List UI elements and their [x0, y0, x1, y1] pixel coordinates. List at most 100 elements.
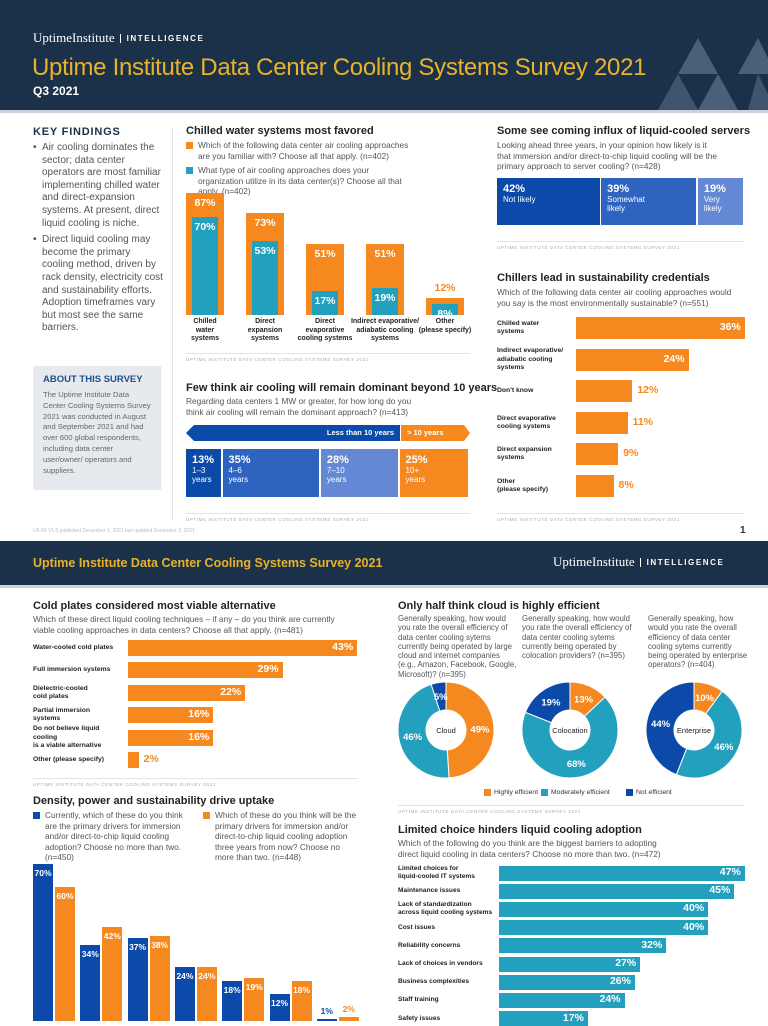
data-label: 19%: [245, 982, 263, 993]
category-label: Chilled water systems: [497, 319, 540, 335]
legend-text: Moderately efficient: [551, 789, 610, 796]
slice-label: 5%: [434, 692, 448, 703]
category-label: Direct expansion systems: [247, 318, 283, 342]
data-label: 22%: [220, 685, 242, 698]
legend-item: What type of air cooling approaches does…: [186, 165, 416, 197]
data-label: 37%: [129, 942, 147, 953]
bar-current: [127, 938, 148, 1021]
category-label: Don't know: [497, 387, 534, 395]
bar-current: [269, 994, 290, 1021]
data-label: 27%: [615, 957, 637, 969]
bar: [576, 475, 614, 497]
uptime-logo: UptimeInstitute INTELLIGENCE: [553, 554, 725, 570]
data-label: 34%: [81, 948, 99, 959]
bar: [128, 684, 246, 701]
footer-published: UII-56 V1.0 published December 3, 2021 l…: [33, 528, 195, 534]
source-label: UPTIME INSTITUTE DATA CENTER COOLING SYS…: [186, 353, 470, 362]
segment-label: 4–6 years: [228, 466, 249, 484]
bar-utilized: [192, 217, 218, 315]
segment: 28% 7–10 years: [320, 449, 399, 497]
segment-value: 35%: [228, 454, 251, 466]
timeline-arrow: [186, 425, 470, 441]
bar-utilized: [312, 291, 338, 315]
legend-text: Not efficient: [636, 789, 672, 796]
data-label: 1%: [320, 1005, 333, 1016]
header-divider: [0, 585, 768, 588]
bar: [128, 707, 214, 724]
chart-subtitle: Which of the following do you think are …: [398, 838, 661, 859]
column-divider: [172, 128, 173, 520]
legend-item: Not efficient: [626, 789, 672, 796]
data-label: 2%: [342, 1003, 355, 1014]
segment-label: Very likely: [703, 195, 722, 213]
arrow-label-less: Less than 10 years: [326, 428, 394, 437]
bar-future: [291, 980, 312, 1021]
category-label: Limited choices for liquid-cooled IT sys…: [398, 865, 475, 880]
donut-center-label: Cloud: [436, 726, 456, 735]
bar: [576, 348, 689, 371]
data-label-utilized: 19%: [374, 292, 396, 305]
donut-slice: [397, 683, 450, 779]
arrow-less-than-10: [186, 425, 400, 441]
segment-value: 13%: [192, 454, 215, 466]
bar: [499, 938, 667, 954]
header-divider: [0, 110, 768, 113]
data-label: 24%: [198, 971, 216, 982]
slice-label: 44%: [651, 719, 671, 730]
data-label: 17%: [562, 1011, 584, 1024]
segment-value: 19%: [703, 183, 726, 195]
data-label: 36%: [719, 321, 741, 333]
key-finding-item: • Direct liquid cooling may become the pr…: [33, 234, 163, 334]
data-label-utilized: 17%: [314, 295, 336, 308]
data-label: 42%: [103, 930, 121, 941]
bar: [499, 992, 625, 1008]
data-label: 18%: [292, 984, 310, 995]
legend-item: Currently, which of these do you think a…: [33, 810, 193, 863]
slice-label: 10%: [695, 693, 715, 704]
category-label: Reliability concerns: [398, 941, 461, 949]
bar-future: [55, 886, 75, 1021]
bar: [128, 752, 139, 768]
pie-question: Generally speaking, how would you rate t…: [648, 614, 748, 670]
data-label-utilized: 8%: [437, 307, 453, 320]
legend-text: What type of air cooling approaches does…: [198, 165, 402, 196]
segment-label: Not likely: [503, 195, 536, 204]
uptime-logo: UptimeInstitute INTELLIGENCE: [33, 30, 205, 46]
about-text: The Uptime Institute Data Center Cooling…: [43, 390, 151, 475]
bar: [576, 317, 745, 339]
data-label: 38%: [151, 939, 169, 950]
category-label: Staff training: [398, 996, 439, 1004]
page-header: UptimeInstitute INTELLIGENCE Uptime Insti…: [0, 0, 768, 110]
bar-current: [174, 967, 195, 1021]
bar: [499, 956, 641, 972]
bar: [576, 411, 628, 434]
bar: [128, 640, 358, 656]
donut-slice: [445, 681, 495, 779]
bar: [128, 729, 214, 746]
data-label: 11%: [632, 415, 654, 428]
category-label: Direct expansion systems: [497, 446, 552, 462]
chart-title: Chillers lead in sustainability credenti…: [497, 272, 710, 284]
segment-label: 10+ years: [405, 466, 426, 484]
key-finding-text: Air cooling dominates the sector; data c…: [42, 142, 161, 229]
logo-name: UptimeInstitute: [33, 30, 115, 45]
bar: [499, 1011, 588, 1026]
category-label: Full immersion systems: [33, 666, 111, 674]
source-label: UPTIME INSTITUTE DATA CENTER COOLING SYS…: [186, 513, 470, 522]
data-label: 40%: [683, 902, 705, 915]
source-label: UPTIME INSTITUTE DATA CENTER COOLING SYS…: [497, 241, 745, 250]
source-label: UPTIME INSTITUTE DATA CENTER COOLING SYS…: [497, 513, 745, 522]
logo-sub: INTELLIGENCE: [639, 558, 725, 567]
category-label: Dielectric-cooled cold plates: [33, 684, 88, 700]
category-label: Other (please specify): [497, 477, 548, 493]
bar-future: [196, 967, 217, 1021]
bar-current: [80, 944, 101, 1021]
data-label: 12%: [637, 384, 659, 397]
legend-item: Which of these do you think will be the …: [203, 810, 358, 863]
key-finding-text: Direct liquid cooling may become the pri…: [42, 234, 163, 334]
legend-swatch: [626, 789, 633, 796]
category-label: Indirect evaporative/ adiabatic cooling …: [497, 347, 564, 371]
pie-question: Generally speaking, how would you rate t…: [522, 614, 632, 661]
data-label: 16%: [188, 730, 210, 743]
legend-item: Highly efficient: [484, 789, 538, 796]
